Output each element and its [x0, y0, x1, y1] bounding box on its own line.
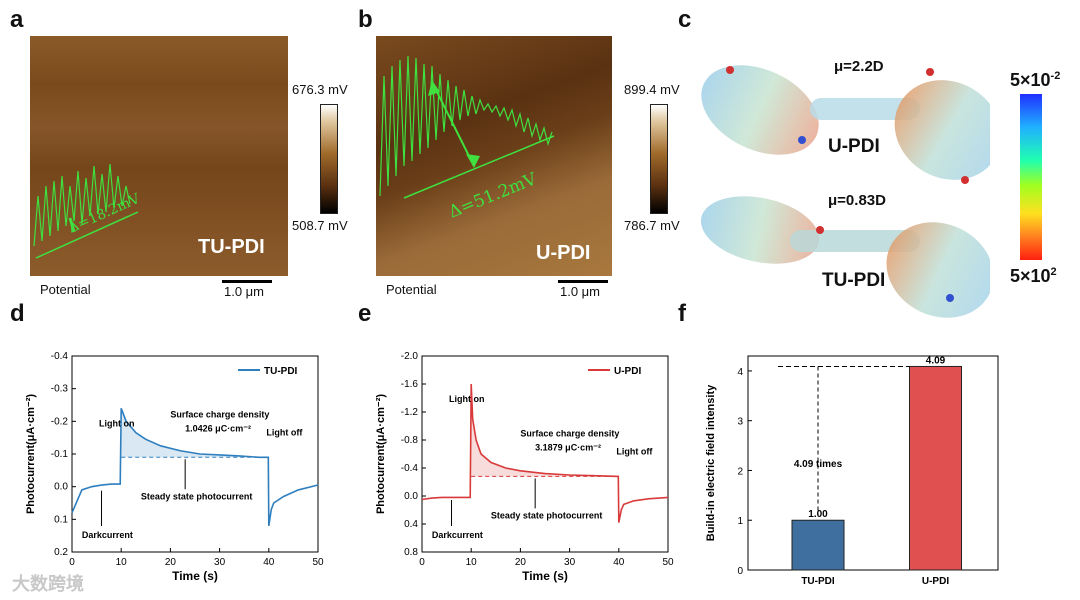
y-tick-label: -0.4 — [51, 351, 69, 362]
y-tick-label: -0.8 — [401, 435, 419, 446]
dipole-top: μ=2.2D — [834, 58, 884, 75]
ratio-annotation: 4.09 times — [794, 459, 843, 470]
y-tick-label: 1 — [737, 516, 743, 527]
y-tick-label: -2.0 — [401, 351, 419, 362]
panel-label-e: e — [358, 300, 372, 327]
x-tick-label: 40 — [613, 557, 625, 568]
dipole-bottom: μ=0.83D — [828, 192, 886, 209]
chart-photocurrent-u-pdi: 0 10 20 30 40 50 -2.0 -1.6 -1.2 -0.8 -0.4 0.0 0.4 0.8… — [375, 351, 674, 583]
y-tick-label: 0.2 — [54, 547, 68, 558]
x-tick-label: 50 — [312, 557, 324, 568]
annotation-light-on: Light on — [449, 394, 485, 404]
molecule-label-top: U-PDI — [828, 136, 880, 157]
y-tick-label: 4 — [737, 367, 743, 378]
x-tick-label: 20 — [515, 557, 527, 568]
colorbar-a — [320, 104, 338, 214]
molecule-u-pdi — [701, 65, 990, 184]
kpfm-image-tu-pdi: Δ=18.2mV TU-PDI — [30, 36, 288, 276]
annotation-surface: Surface charge density — [170, 409, 269, 419]
y-tick-label: -1.6 — [401, 379, 419, 390]
kpfm-image-u-pdi: Δ=51.2mV U-PDI — [376, 36, 612, 276]
bar-u-pdi — [909, 365, 962, 571]
plot-frame — [421, 355, 669, 553]
y-axis-label: Photocurrent(μA·cm⁻²) — [25, 394, 37, 514]
annotation-surface-value: 3.1879 μC·cm⁻² — [535, 442, 601, 452]
annotation-steady: Steady state photocurrent — [491, 510, 603, 520]
footer-potential-b: Potential — [386, 282, 437, 297]
x-tick-label: U-PDI — [922, 576, 949, 587]
bar-value-label: 4.09 — [926, 355, 946, 366]
y-tick-label: -0.3 — [51, 384, 69, 395]
y-tick-label: 0.0 — [404, 491, 418, 502]
y-tick-label: 0.8 — [404, 547, 418, 558]
legend-label: TU-PDI — [264, 366, 298, 377]
panel-label-f: f — [678, 300, 686, 327]
y-tick-label: 0.4 — [404, 519, 418, 530]
annotation-surface-value: 1.0426 μC·cm⁻² — [185, 423, 251, 433]
annotation-light-on: Light on — [99, 418, 135, 428]
plot-frame — [747, 355, 999, 571]
colorbar-min-a: 508.7 mV — [292, 218, 348, 233]
colorbar-min-b: 786.7 mV — [624, 218, 680, 233]
molecule-label-bottom: TU-PDI — [822, 270, 886, 291]
annotation-surface: Surface charge density — [520, 428, 619, 438]
x-tick-label: 30 — [564, 557, 576, 568]
chart-photocurrent-tu-pdi: 0 10 20 30 40 50 -0.4 -0.3 -0.2 -0.1 0.0 0.1 0.2 Time… — [25, 351, 324, 583]
bar-tu-pdi — [791, 519, 845, 571]
series-line — [421, 383, 669, 523]
y-tick-label: -1.2 — [401, 407, 419, 418]
sample-label: U-PDI — [536, 242, 591, 264]
esp-colorbar — [1020, 94, 1042, 260]
y-tick-label: 0.0 — [54, 482, 68, 493]
esp-molecules — [700, 65, 990, 318]
annotation-dark: Darkcurrent — [432, 530, 483, 540]
y-tick-label: -0.4 — [401, 463, 419, 474]
x-tick-label: 40 — [263, 557, 275, 568]
x-axis-label: Time (s) — [522, 569, 568, 583]
legend-label: U-PDI — [614, 366, 641, 377]
annotation-light-off: Light off — [616, 446, 653, 456]
x-tick-label: 0 — [419, 557, 425, 568]
panel-label-d: d — [10, 300, 25, 327]
y-axis-label: Build-in electric field intensity — [705, 384, 717, 541]
y-tick-label: 0.1 — [54, 514, 68, 525]
x-tick-label: TU-PDI — [801, 576, 835, 587]
watermark: 大数跨境 — [12, 574, 84, 595]
esp-scale-bottom: 5×102 — [1010, 266, 1057, 286]
surface-charge-area — [471, 384, 619, 477]
colorbar-b — [650, 104, 668, 214]
panel-label-a: a — [10, 6, 24, 33]
y-tick-label: -0.2 — [51, 416, 69, 427]
y-axis-label: Photocurrent(μA·cm⁻²) — [375, 394, 387, 514]
y-tick-label: 0 — [737, 566, 743, 577]
x-tick-label: 50 — [662, 557, 674, 568]
y-tick-label: 3 — [737, 417, 743, 428]
scalebar-line-b — [558, 280, 608, 283]
panel-label-b: b — [358, 6, 373, 33]
sample-label: TU-PDI — [198, 236, 265, 258]
scalebar-label-a: 1.0 μm — [224, 284, 265, 299]
footer-potential-a: Potential — [40, 282, 91, 297]
x-tick-label: 10 — [116, 557, 128, 568]
scalebar-label-b: 1.0 μm — [560, 284, 601, 299]
annotation-steady: Steady state photocurrent — [141, 491, 253, 501]
panel-label-c: c — [678, 6, 692, 33]
y-tick-label: 2 — [737, 466, 743, 477]
x-tick-label: 30 — [214, 557, 226, 568]
x-tick-label: 20 — [165, 557, 177, 568]
x-tick-label: 10 — [466, 557, 478, 568]
x-axis-label: Time (s) — [172, 569, 218, 583]
molecule-tu-pdi — [700, 196, 990, 318]
y-tick-label: -0.1 — [51, 449, 69, 460]
esp-scale-top: 5×10-2 — [1010, 70, 1061, 90]
annotation-light-off: Light off — [266, 427, 303, 437]
colorbar-max-a: 676.3 mV — [292, 82, 348, 97]
colorbar-max-b: 899.4 mV — [624, 82, 680, 97]
scalebar-line-a — [222, 280, 272, 283]
annotation-dark: Darkcurrent — [82, 530, 133, 540]
x-tick-label: 0 — [69, 557, 75, 568]
series-line — [71, 407, 319, 526]
